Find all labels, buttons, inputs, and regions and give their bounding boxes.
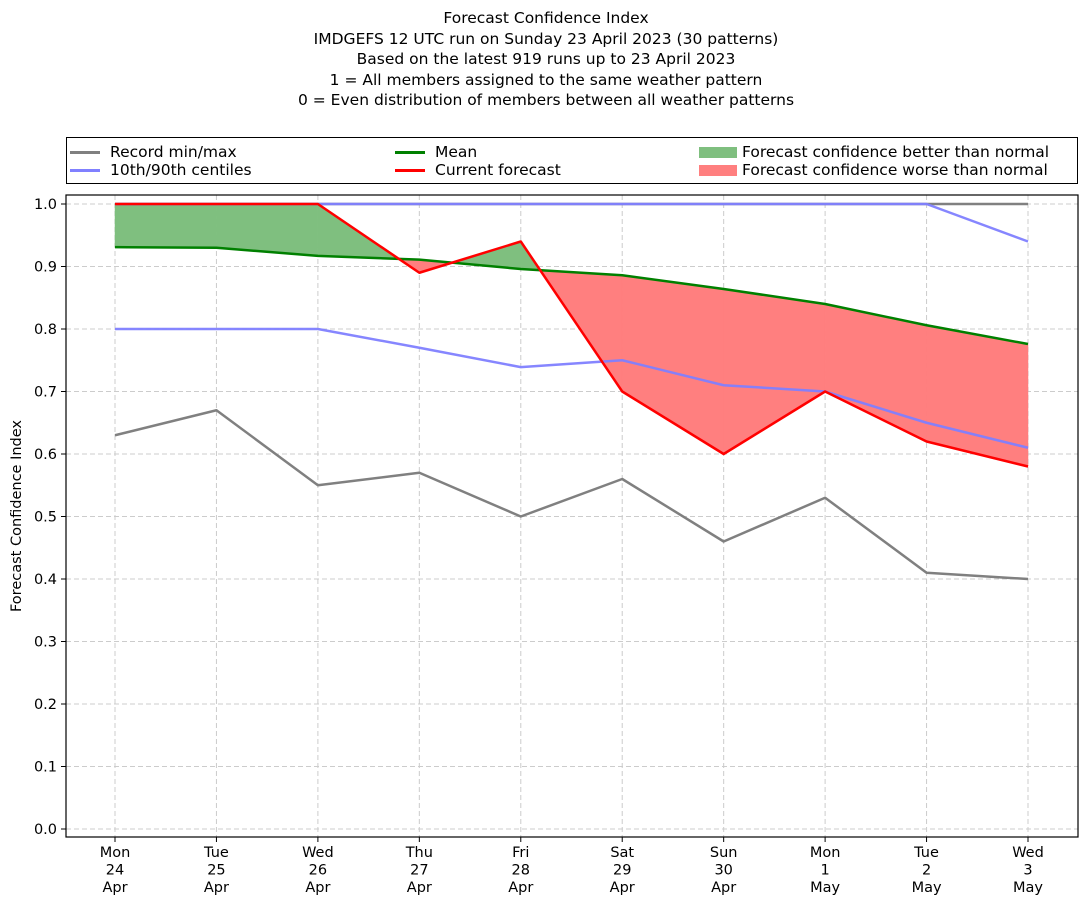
legend-label: Mean (435, 143, 478, 161)
x-tick-label: Apr (508, 880, 533, 896)
y-tick-label: 0.9 (34, 260, 57, 276)
x-tick-label: Tue (203, 845, 229, 861)
fill-worse-than-normal (824, 303, 927, 442)
fill-better-than-normal (114, 203, 217, 249)
legend-item-better: Forecast confidence better than normal (699, 143, 1049, 161)
series-line-mean (114, 245, 1029, 346)
legend-item-current-forecast: Current forecast (395, 161, 561, 179)
x-tick-label: 3 (1023, 863, 1032, 879)
legend-label: 10th/90th centiles (110, 161, 252, 179)
x-tick-label: Apr (102, 880, 127, 896)
legend-swatch-worse (699, 164, 737, 176)
fill-worse-than-normal (723, 288, 826, 455)
series-line-record-min (114, 409, 1029, 581)
chart-title: Forecast Confidence Index (443, 9, 649, 27)
x-tick-label: Apr (407, 880, 432, 896)
x-tick-label: Apr (305, 880, 330, 896)
x-tick-label: Mon (100, 845, 131, 861)
fill-areas (114, 203, 1029, 467)
x-tick-label: May (810, 880, 840, 896)
y-tick-label: 0.2 (34, 697, 57, 713)
legend-swatch-centiles (70, 168, 100, 172)
y-axis-label: Forecast Confidence Index (9, 420, 25, 612)
series-line-current-forecast (115, 202, 1029, 468)
y-axis: 0.0 0.1 0.2 0.3 0.4 0.5 0.6 0.7 0.8 0.9 1.0 (34, 197, 66, 838)
x-tick-label: Apr (610, 880, 635, 896)
chart-subtitle-1: IMDGEFS 12 UTC run on Sunday 23 April 20… (313, 29, 779, 48)
y-tick-label: 1.0 (34, 197, 57, 213)
legend-item-mean: Mean (395, 143, 477, 161)
legend-label: Record min/max (110, 143, 237, 161)
legend-label: Current forecast (435, 161, 561, 179)
y-tick-label: 0.7 (34, 385, 57, 401)
x-tick-label: 28 (512, 863, 530, 879)
series-lines (114, 202, 1029, 581)
x-tick-label: 26 (309, 863, 327, 879)
legend-item-centiles: 10th/90th centiles (70, 161, 252, 179)
x-tick-label: May (912, 880, 942, 896)
y-tick-label: 0.6 (34, 447, 57, 463)
x-tick-label: 2 (922, 863, 931, 879)
legend-item-record-minmax: Record min/max (70, 143, 237, 161)
legend-swatch-record (70, 150, 100, 154)
legend-swatch-current (395, 168, 425, 172)
y-tick-label: 0.3 (34, 635, 57, 651)
legend-swatch-mean (395, 150, 425, 154)
chart-legend: Record min/max 10th/90th centiles Mean C… (66, 137, 1078, 184)
x-tick-label: 29 (613, 863, 631, 879)
x-tick-label: 24 (106, 863, 124, 879)
x-axis: Mon24AprTue25AprWed26AprThu27AprFri28Apr… (100, 837, 1044, 896)
legend-item-worse: Forecast confidence worse than normal (699, 161, 1048, 179)
x-tick-label: Sat (610, 845, 634, 861)
legend-label: Forecast confidence worse than normal (742, 161, 1048, 179)
x-tick-label: Wed (1012, 845, 1044, 861)
y-tick-label: 0.4 (34, 572, 57, 588)
legend-label: Forecast confidence better than normal (742, 143, 1050, 161)
series-line-10th-centile (115, 327, 1029, 449)
chart-subtitle-3: 1 = All members assigned to the same wea… (329, 70, 763, 89)
chart-subtitle-2: Based on the latest 919 runs up to 23 Ap… (356, 50, 736, 68)
x-tick-label: Mon (810, 845, 841, 861)
y-tick-label: 0.5 (34, 510, 57, 526)
y-tick-label: 0.1 (34, 760, 57, 776)
y-tick-label: 0.8 (34, 322, 57, 338)
x-tick-label: 30 (714, 863, 732, 879)
x-tick-label: Apr (711, 880, 736, 896)
x-tick-label: Sun (710, 845, 738, 861)
x-tick-label: Tue (913, 845, 939, 861)
chart-subtitle-4: 0 = Even distribution of members between… (297, 91, 795, 109)
legend-swatch-better (699, 146, 737, 158)
x-tick-label: 25 (207, 863, 225, 879)
x-tick-label: Thu (405, 845, 433, 861)
x-tick-label: Fri (512, 845, 529, 861)
x-tick-label: 27 (410, 863, 428, 879)
chart-title-block: Forecast Confidence Index IMDGEFS 12 UTC… (0, 8, 1092, 111)
x-tick-label: Wed (302, 845, 334, 861)
x-tick-label: 1 (820, 863, 829, 879)
x-tick-label: May (1013, 880, 1043, 896)
y-tick-label: 0.0 (34, 822, 57, 838)
x-tick-label: Apr (204, 880, 229, 896)
